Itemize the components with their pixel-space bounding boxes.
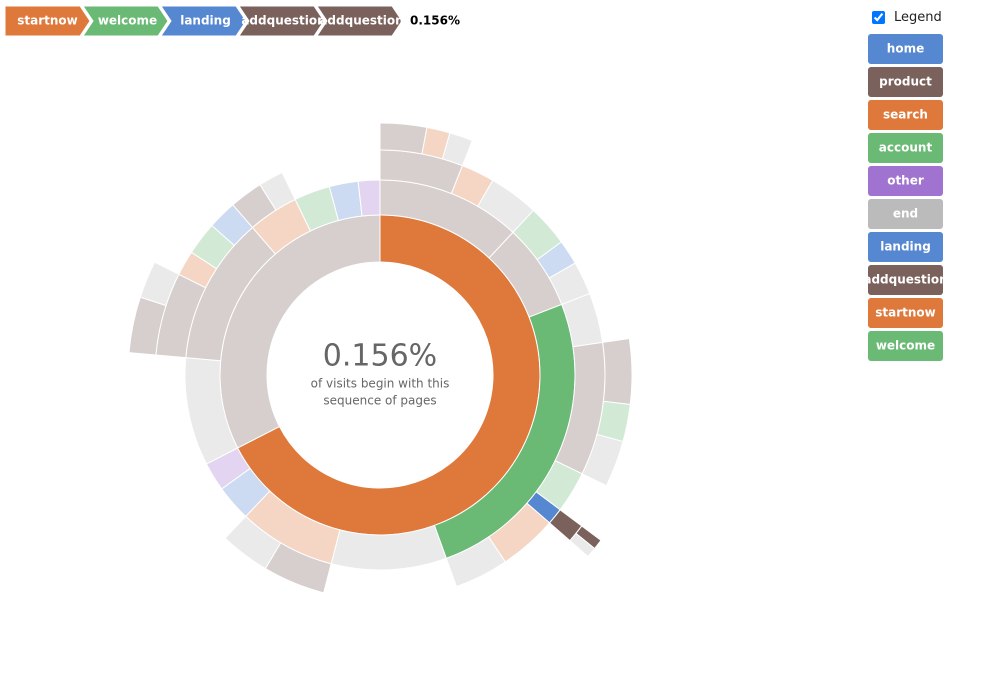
breadcrumb-step[interactable] [160, 5, 247, 37]
legend-swatch[interactable] [868, 67, 943, 97]
breadcrumb-label: addquestion [319, 14, 403, 28]
legend-label: account [879, 141, 933, 155]
breadcrumb-label: addquestion [241, 14, 325, 28]
breadcrumb-bar: startnow welcome landing addquestionaddques… [4, 5, 460, 37]
legend-swatch[interactable] [868, 232, 943, 262]
legend-swatch[interactable] [868, 34, 943, 64]
legend-items: home product search account other end landing a… [863, 34, 948, 361]
legend-swatch[interactable] [868, 265, 943, 295]
legend-toggle[interactable]: Legend [868, 8, 958, 26]
breadcrumb-step[interactable] [238, 5, 325, 37]
sunburst-arc[interactable] [569, 532, 596, 558]
legend-label: product [879, 75, 932, 89]
breadcrumb-step[interactable] [82, 5, 169, 37]
legend-swatch[interactable] [868, 331, 943, 361]
breadcrumb-percentage: 0.156% [410, 14, 460, 28]
legend-label: end [893, 207, 918, 221]
legend-swatch[interactable] [868, 199, 943, 229]
legend-swatch[interactable] [868, 133, 943, 163]
sunburst-chart: 0.156% of visits begin with this sequenc… [128, 122, 633, 594]
legend-swatch[interactable] [868, 100, 943, 130]
sunburst-arc[interactable] [357, 179, 381, 217]
legend-title: Legend [894, 9, 942, 25]
sunburst-arc[interactable] [379, 122, 428, 155]
legend-label: addquestion [868, 273, 948, 287]
legend-label: search [883, 108, 928, 122]
legend-swatch[interactable] [868, 166, 943, 196]
sunburst-arcs [128, 122, 633, 594]
sunburst-arc[interactable] [224, 515, 282, 570]
center-explanation: of visits begin with this [311, 377, 450, 391]
legend-label: startnow [875, 306, 936, 320]
center-percentage: 0.156% [323, 339, 437, 374]
legend-swatch[interactable] [868, 298, 943, 328]
breadcrumb-label: landing [180, 14, 231, 28]
breadcrumb-step[interactable] [4, 5, 91, 37]
legend-checkbox[interactable] [872, 10, 885, 24]
legend: Legend home product search account other end l… [863, 8, 958, 378]
legend-label: home [887, 42, 924, 56]
breadcrumb-label: welcome [98, 14, 157, 28]
legend-label: other [887, 174, 924, 188]
center-explanation: sequence of pages [323, 394, 436, 408]
legend-label: landing [880, 240, 931, 254]
legend-label: welcome [876, 339, 935, 353]
breadcrumb-step[interactable] [316, 5, 403, 37]
sunburst-arc[interactable] [602, 337, 633, 406]
breadcrumb-label: startnow [17, 14, 78, 28]
